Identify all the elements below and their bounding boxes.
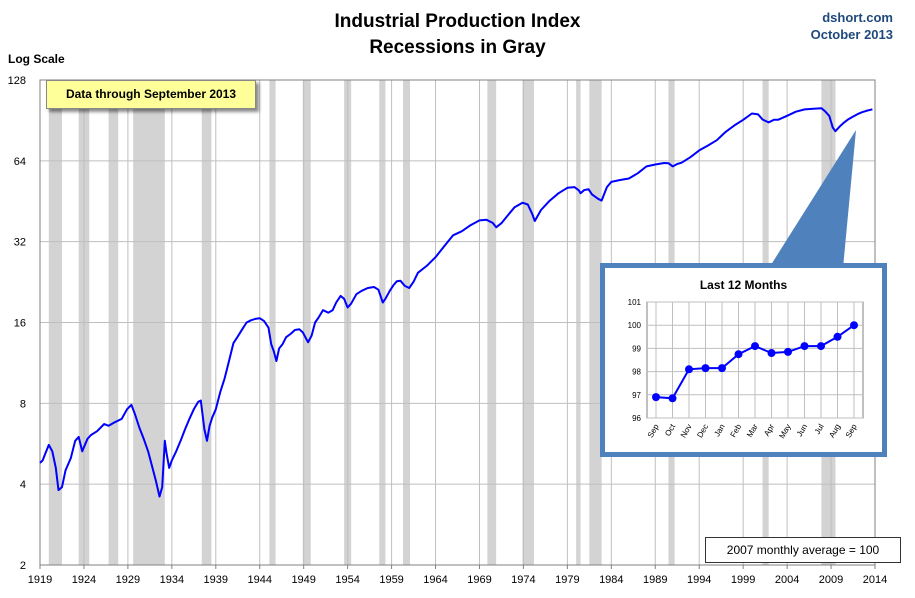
x-tick-label: 1949 — [291, 574, 315, 586]
x-tick-label: 1929 — [116, 574, 140, 586]
chart-subtitle: Recessions in Gray — [369, 37, 546, 58]
x-tick-label: 1999 — [731, 574, 755, 586]
inset-data-point — [718, 364, 726, 373]
x-tick-label: 1954 — [335, 574, 359, 586]
inset-x-tick-label: Sep — [646, 422, 661, 439]
x-tick-label: 1989 — [643, 574, 667, 586]
inset-data-point — [734, 350, 743, 359]
x-tick-label: 1944 — [247, 574, 271, 586]
inset-data-point — [685, 365, 693, 374]
inset-x-tick-label: Apr — [762, 422, 776, 438]
inset-data-point — [784, 347, 792, 356]
x-tick-label: 1964 — [423, 574, 447, 586]
inset-x-tick-label: Nov — [679, 423, 694, 440]
x-tick-label: 1979 — [555, 574, 579, 586]
x-tick-label: 1934 — [160, 574, 184, 586]
x-tick-label: 1924 — [72, 574, 96, 586]
x-tick-label: 1984 — [599, 574, 623, 586]
baseline-note: 2007 monthly average = 100 — [705, 537, 901, 563]
x-tick-label: 1969 — [467, 574, 491, 586]
y-tick-label: 8 — [20, 398, 26, 410]
inset-data-point — [850, 321, 858, 330]
inset-y-tick-label: 99 — [632, 344, 641, 353]
inset-data-point — [751, 342, 759, 351]
inset-data-point — [701, 364, 710, 373]
y-tick-label: 64 — [14, 156, 26, 168]
inset-chart-title: Last 12 Months — [699, 278, 788, 292]
inset-chart-panel: Last 12 Months 96 97 98 99 100 101 Sep Oct Nov De… — [600, 263, 887, 457]
inset-data-point — [652, 393, 660, 402]
source-date: October 2013 — [810, 27, 893, 42]
index-line — [39, 107, 873, 498]
inset-x-tick-label: Sep — [844, 422, 859, 439]
inset-data-point — [767, 349, 776, 358]
x-tick-label: 1959 — [379, 574, 403, 586]
inset-data-point — [833, 332, 842, 341]
x-tick-label: 1994 — [687, 574, 711, 586]
y-tick-label: 32 — [14, 237, 26, 249]
chart-title: Industrial Production Index — [334, 11, 581, 32]
y-tick-label: 16 — [14, 318, 26, 330]
inset-data-point — [817, 342, 825, 351]
x-tick-label: 1919 — [28, 574, 52, 586]
inset-x-tick-label: Oct — [663, 422, 677, 438]
inset-y-tick-label: 98 — [632, 368, 641, 377]
inset-y-tick-label: 97 — [632, 391, 641, 400]
x-tick-label: 1974 — [511, 574, 535, 586]
inset-x-tick-label: Jun — [795, 423, 809, 439]
inset-y-tick-label: 100 — [628, 321, 642, 330]
inset-y-tick-label: 96 — [632, 414, 641, 423]
inset-callout — [769, 130, 856, 268]
x-tick-label: 1939 — [204, 574, 228, 586]
y-tick-label: 4 — [20, 479, 26, 491]
inset-y-tick-label: 101 — [628, 298, 642, 307]
source-credit: dshort.com — [822, 10, 893, 25]
y-axis-label: Log Scale — [8, 52, 65, 66]
y-tick-label: 128 — [8, 75, 26, 87]
data-through-note: Data through September 2013 — [46, 80, 256, 109]
x-tick-label: 2014 — [863, 574, 887, 586]
inset-x-tick-label: Feb — [729, 422, 744, 439]
inset-x-tick-label: Jul — [813, 422, 826, 436]
y-tick-label: 2 — [20, 560, 26, 572]
inset-data-point — [800, 342, 809, 351]
inset-x-tick-label: Dec — [695, 423, 710, 440]
x-tick-label: 2004 — [775, 574, 799, 586]
inset-x-tick-label: Jan — [712, 423, 726, 439]
inset-x-tick-label: Mar — [745, 422, 760, 439]
inset-data-point — [668, 394, 677, 403]
x-tick-label: 2009 — [819, 574, 843, 586]
inset-x-tick-label: Aug — [827, 423, 842, 440]
inset-x-tick-label: May — [777, 423, 792, 441]
